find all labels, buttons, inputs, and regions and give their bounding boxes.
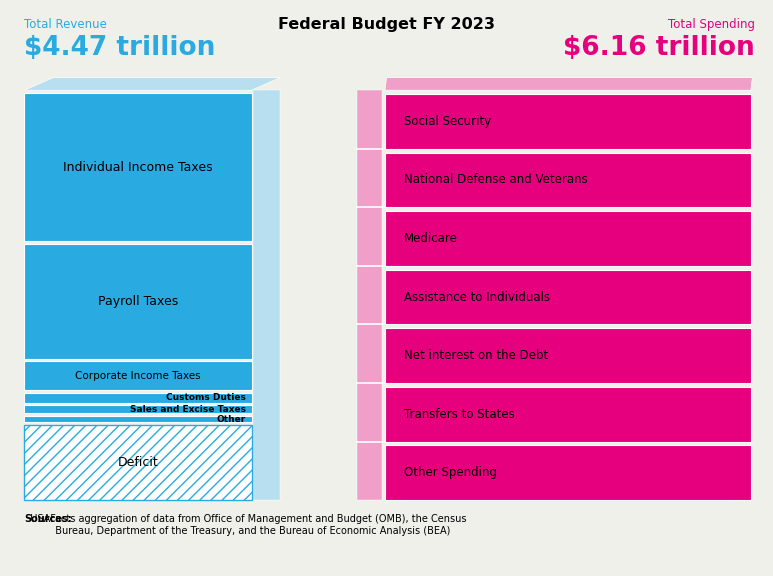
Text: Federal Budget FY 2023: Federal Budget FY 2023 (278, 17, 495, 32)
Bar (385, 153, 751, 207)
Polygon shape (25, 78, 280, 90)
Text: Assistance to Individuals: Assistance to Individuals (404, 290, 550, 304)
Bar (385, 445, 751, 500)
Text: Medicare: Medicare (404, 232, 458, 245)
Bar (357, 90, 382, 500)
Text: Customs Duties: Customs Duties (165, 393, 246, 402)
Bar (25, 425, 252, 500)
Text: Corporate Income Taxes: Corporate Income Taxes (75, 370, 201, 381)
Text: Other: Other (216, 415, 246, 423)
Text: USAFacts aggregation of data from Office of Management and Budget (OMB), the Cen: USAFacts aggregation of data from Office… (25, 514, 467, 536)
Bar (385, 270, 751, 324)
Polygon shape (385, 78, 752, 90)
Bar (385, 386, 751, 442)
Text: Total Revenue: Total Revenue (25, 18, 107, 31)
Text: $6.16 trillion: $6.16 trillion (563, 35, 754, 62)
Text: National Defense and Veterans: National Defense and Veterans (404, 173, 588, 187)
Bar (25, 244, 252, 359)
Bar (25, 93, 252, 241)
Text: Sources:: Sources: (25, 514, 72, 524)
Text: Total Spending: Total Spending (668, 18, 754, 31)
Bar (385, 211, 751, 266)
Text: Transfers to States: Transfers to States (404, 408, 515, 420)
Bar (385, 328, 751, 383)
Bar (385, 94, 751, 149)
Bar (25, 416, 252, 422)
Text: Deficit: Deficit (117, 456, 158, 469)
Bar (25, 393, 252, 403)
Text: Other Spending: Other Spending (404, 466, 497, 479)
Bar (254, 90, 280, 500)
Text: Social Security: Social Security (404, 115, 492, 128)
Bar (25, 406, 252, 413)
Text: Individual Income Taxes: Individual Income Taxes (63, 161, 213, 174)
Text: $4.47 trillion: $4.47 trillion (25, 35, 216, 62)
Text: Net interest on the Debt: Net interest on the Debt (404, 349, 549, 362)
Bar (25, 362, 252, 390)
Text: Payroll Taxes: Payroll Taxes (98, 295, 179, 308)
Text: Sales and Excise Taxes: Sales and Excise Taxes (130, 405, 246, 414)
